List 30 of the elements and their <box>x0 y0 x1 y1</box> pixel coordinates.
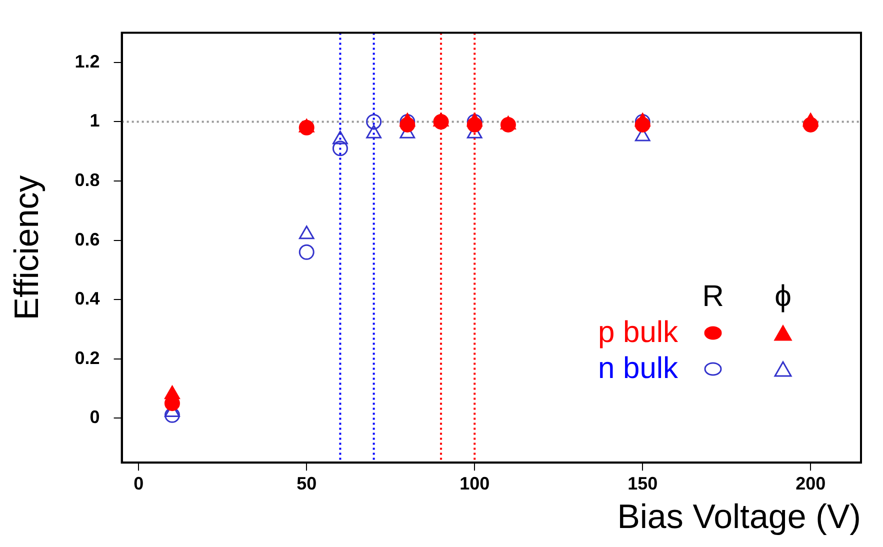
point <box>500 116 516 132</box>
point <box>400 116 416 132</box>
x-tick-label: 150 <box>628 473 658 494</box>
point <box>298 226 314 240</box>
point <box>332 140 348 156</box>
point <box>802 116 818 132</box>
x-tick-label: 200 <box>796 473 826 494</box>
annotation: R <box>702 280 724 314</box>
point <box>366 114 382 130</box>
x-axis-title: Bias Voltage (V) <box>617 498 861 536</box>
point <box>634 116 650 132</box>
y-tick-label: 0.8 <box>74 170 100 190</box>
y-tick-label: 0 <box>90 407 100 428</box>
x-tick-label: 0 <box>134 473 144 494</box>
point <box>164 407 180 423</box>
y-axis-title: Efficiency <box>8 175 46 320</box>
x-tick-label: 50 <box>296 473 317 494</box>
x-tick-label: 100 <box>460 473 490 494</box>
y-tick-label: 1 <box>90 110 100 131</box>
annotation: p bulk <box>598 316 678 350</box>
y-tick-label: 0.4 <box>74 288 100 309</box>
annotation: n bulk <box>598 352 678 386</box>
annotation: ϕ <box>774 280 792 314</box>
point <box>466 116 482 132</box>
point <box>298 244 314 260</box>
point <box>433 114 449 130</box>
point <box>298 120 314 136</box>
y-tick-label: 0.2 <box>74 348 100 368</box>
y-tick-label: 0.6 <box>74 229 100 250</box>
y-tick-label: 1.2 <box>74 51 100 72</box>
